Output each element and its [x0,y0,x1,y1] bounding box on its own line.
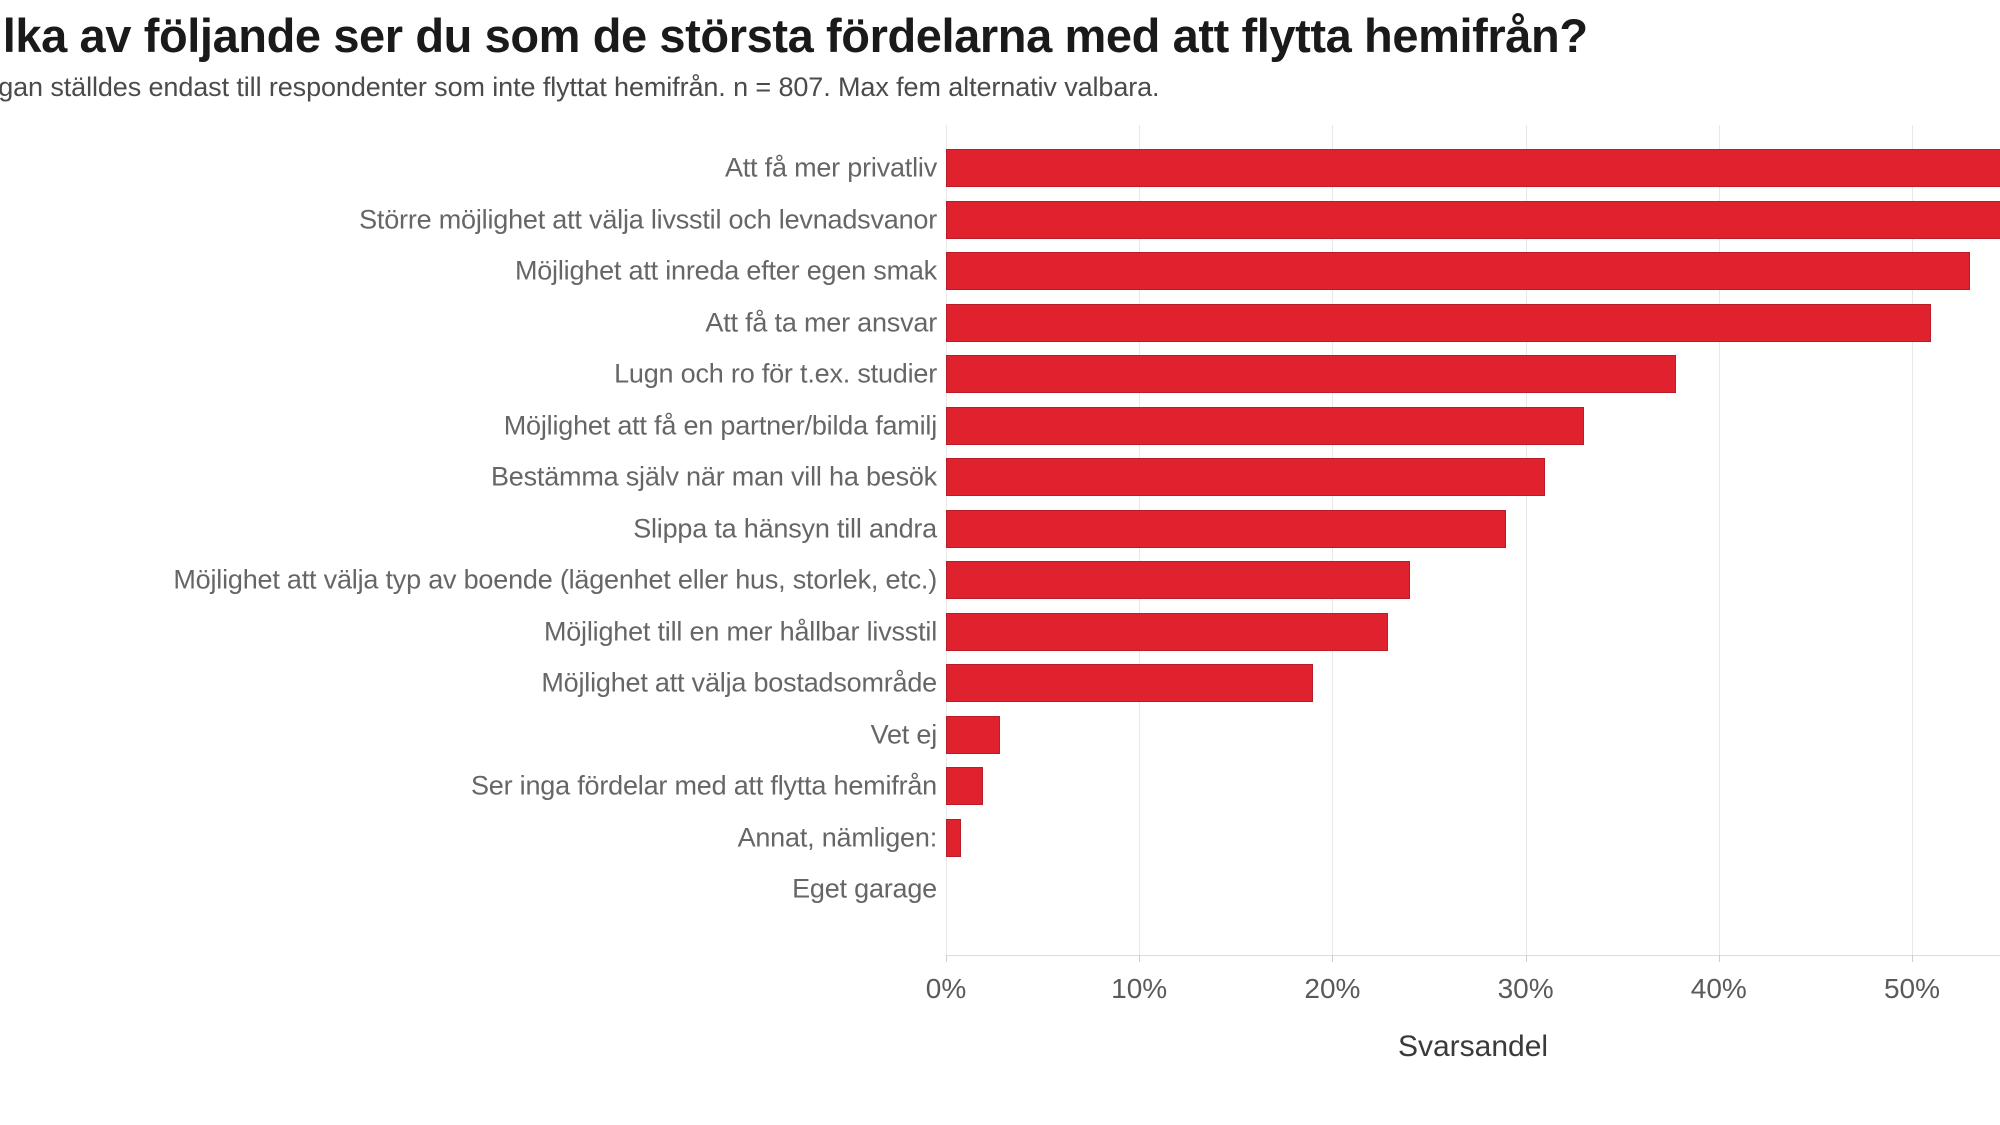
x-tick-label: 40% [1690,973,1747,1004]
bar[interactable] [946,818,962,857]
bar[interactable] [946,612,1389,651]
category-label: Möjlighet till en mer hållbar livsstil [543,616,937,646]
bar[interactable] [946,200,2000,239]
category-label: Vet ej [870,719,938,749]
bar[interactable] [946,561,1410,599]
tick-mark [1332,955,1334,962]
bar-row[interactable]: Att få ta mer ansvar [0,297,2000,349]
x-tick-label: 50% [1883,973,1941,1004]
category-label: Möjlighet att inreda efter egen smak [514,255,937,286]
category-label: Ser inga fördelar med att flytta hemifrå… [470,770,937,801]
bar-row[interactable]: Annat, nämligen: [0,812,2000,864]
bar-row[interactable]: Möjlighet till en mer hållbar livsstil [0,606,2000,658]
x-tick-label: 10% [1111,973,1168,1004]
bar[interactable] [946,664,1314,702]
gridline [1912,125,1913,955]
bar-row[interactable]: Eget garage [0,863,2000,915]
tick-mark [1912,955,1913,962]
bar[interactable] [946,767,983,805]
bar[interactable] [946,303,1932,342]
bar-row[interactable]: Möjlighet att inreda efter egen smak [0,245,2000,297]
bar-chart: Att få mer privatliv Större möjlighet att… [0,125,2000,1125]
bar-row[interactable]: Ser inga fördelar med att flytta hemifrå… [0,760,2000,812]
gridline [1718,125,1720,955]
tick-mark [946,955,947,962]
bar-row[interactable]: Möjlighet att få en partner/bilda familj [0,400,2000,452]
bar[interactable] [946,406,1584,445]
chart-subtitle: Frågan ställdes endast till respondenter… [0,72,1160,102]
bar-row[interactable]: Slippa ta hänsyn till andra [0,503,2000,555]
bar-row[interactable]: Vet ej [0,709,2000,761]
category-label: Eget garage [792,873,937,904]
tick-mark [1525,955,1527,962]
bar[interactable] [946,458,1545,496]
tick-mark [1718,955,1720,962]
category-label: Möjlighet att välja bostadsområde [541,667,937,698]
category-label: Annat, nämligen: [737,822,938,852]
tick-mark [1139,955,1141,962]
category-label: Möjlighet att välja typ av boende (lägen… [173,564,937,595]
x-tick-label: 0% [925,973,967,1004]
x-tick-label: 20% [1304,973,1361,1004]
bar-row[interactable]: Lugn och ro för t.ex. studier [0,348,2000,400]
x-axis-title: Svarsandel [1397,1030,1549,1063]
bar[interactable] [946,715,1001,754]
category-label: Slippa ta hänsyn till andra [633,513,937,543]
bar[interactable] [946,509,1507,548]
bar-row[interactable]: Bestämma själv när man vill ha besök [0,451,2000,503]
bar[interactable] [946,252,1970,290]
gridline [1525,125,1527,955]
category-label: Att få ta mer ansvar [705,307,937,337]
bar-row[interactable]: Möjlighet att välja typ av boende (lägen… [0,554,2000,606]
category-label: Lugn och ro för t.ex. studier [614,358,937,389]
page-title: Vilka av följande ser du som de största … [0,9,1588,62]
bar[interactable] [946,149,2000,187]
x-axis-baseline [946,955,2000,956]
bar-row[interactable]: Större möjlighet att välja livsstil och … [0,194,2000,246]
category-label: Större möjlighet att välja livsstil och … [359,204,937,234]
category-label: Att få mer privatliv [724,152,937,183]
chart-header: Vilka av följande ser du som de största … [0,0,2000,125]
bar-row[interactable]: Att få mer privatliv [0,142,2000,194]
x-tick-label: 30% [1497,973,1554,1004]
bar-row[interactable]: Möjlighet att välja bostadsområde [0,657,2000,709]
bar[interactable] [946,355,1677,393]
category-label: Möjlighet att få en partner/bilda familj [503,410,937,440]
category-label: Bestämma själv när man vill ha besök [491,461,937,492]
